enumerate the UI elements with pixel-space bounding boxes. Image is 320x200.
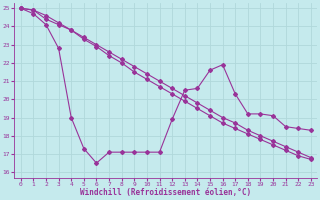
X-axis label: Windchill (Refroidissement éolien,°C): Windchill (Refroidissement éolien,°C) <box>80 188 252 197</box>
